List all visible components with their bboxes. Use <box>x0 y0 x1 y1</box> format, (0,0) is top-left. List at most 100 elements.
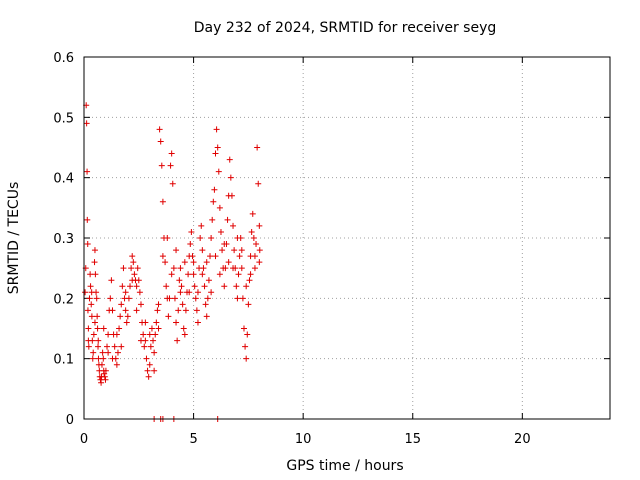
data-point <box>148 325 155 332</box>
data-point <box>159 253 166 260</box>
data-point <box>214 144 221 151</box>
x-tick-label: 15 <box>404 432 421 447</box>
data-point <box>234 235 241 241</box>
data-point <box>124 313 131 320</box>
data-point <box>163 283 170 290</box>
data-point <box>117 313 124 320</box>
plot-frame <box>83 56 611 420</box>
data-point <box>221 241 228 248</box>
data-point <box>194 289 201 296</box>
data-point <box>88 301 95 308</box>
data-point <box>180 325 187 332</box>
data-point <box>190 259 197 266</box>
data-point <box>84 216 91 223</box>
data-point <box>152 331 159 338</box>
data-point <box>185 271 192 278</box>
data-point <box>102 376 109 383</box>
data-point <box>95 337 102 344</box>
data-point <box>97 376 104 383</box>
data-point <box>136 289 143 296</box>
data-point <box>101 370 108 377</box>
data-point <box>153 319 160 326</box>
x-axis-label: GPS time / hours <box>286 458 403 474</box>
data-point <box>100 355 107 362</box>
data-point <box>199 271 206 278</box>
data-point <box>178 283 185 290</box>
data-point <box>157 138 164 145</box>
data-point <box>230 265 237 272</box>
data-point <box>140 331 147 338</box>
data-point <box>253 241 260 248</box>
data-point <box>227 174 234 181</box>
data-point <box>87 283 94 290</box>
data-point <box>194 319 201 326</box>
data-point <box>105 331 112 338</box>
data-point <box>164 235 171 241</box>
data-point <box>93 295 100 302</box>
data-point <box>235 271 242 278</box>
data-point <box>226 156 233 163</box>
data-point <box>158 162 165 169</box>
data-point <box>84 307 91 314</box>
data-point <box>177 265 184 272</box>
data-point <box>120 265 127 272</box>
data-point <box>203 259 210 266</box>
data-point <box>256 222 263 229</box>
data-point <box>197 235 204 241</box>
data-point <box>246 277 253 284</box>
data-point <box>243 355 250 362</box>
data-point <box>133 307 140 314</box>
data-point <box>122 289 129 296</box>
axis-ticks: 0 0.1 0.2 0.3 0.4 0.5 0.6 0 5 10 15 20 <box>53 51 610 447</box>
data-point <box>216 204 223 211</box>
data-point <box>209 216 216 223</box>
data-point <box>95 343 102 350</box>
data-point <box>198 222 205 229</box>
data-point <box>249 210 256 217</box>
data-point <box>99 349 106 356</box>
data-point <box>146 361 153 368</box>
data-point <box>162 259 169 266</box>
data-point <box>168 271 175 278</box>
data-point <box>114 349 121 356</box>
data-point <box>130 259 137 266</box>
data-point <box>245 301 252 308</box>
data-point <box>243 283 250 290</box>
data-point <box>182 307 189 314</box>
data-point <box>188 228 195 235</box>
data-point <box>221 283 228 290</box>
data-point <box>147 343 154 350</box>
data-point <box>127 283 134 290</box>
data-point <box>119 283 126 290</box>
data-point <box>208 289 215 296</box>
data-point <box>90 331 97 338</box>
data-point <box>156 126 163 133</box>
data-point <box>91 259 98 266</box>
data-point <box>155 325 162 332</box>
data-point <box>85 343 92 350</box>
data-points <box>82 102 263 422</box>
data-point <box>125 295 132 302</box>
data-point <box>82 289 89 296</box>
y-tick-label: 0 <box>66 413 74 428</box>
data-point <box>111 343 118 350</box>
chart-title: Day 232 of 2024, SRMTID for receiver sey… <box>194 20 497 36</box>
data-point <box>104 343 111 350</box>
data-point <box>173 247 180 254</box>
data-point <box>200 265 207 272</box>
data-point <box>94 325 101 332</box>
data-point <box>91 247 98 254</box>
data-point <box>102 367 109 374</box>
data-point <box>177 289 184 296</box>
data-point <box>203 313 210 320</box>
data-point <box>171 295 178 302</box>
data-point <box>238 247 245 254</box>
data-point <box>155 301 162 308</box>
grid-lines <box>84 57 610 419</box>
data-point <box>219 247 226 254</box>
x-tick-label: 5 <box>189 432 197 447</box>
data-point <box>100 325 107 332</box>
data-point <box>142 319 149 326</box>
data-point <box>151 367 158 374</box>
data-point <box>207 253 214 260</box>
